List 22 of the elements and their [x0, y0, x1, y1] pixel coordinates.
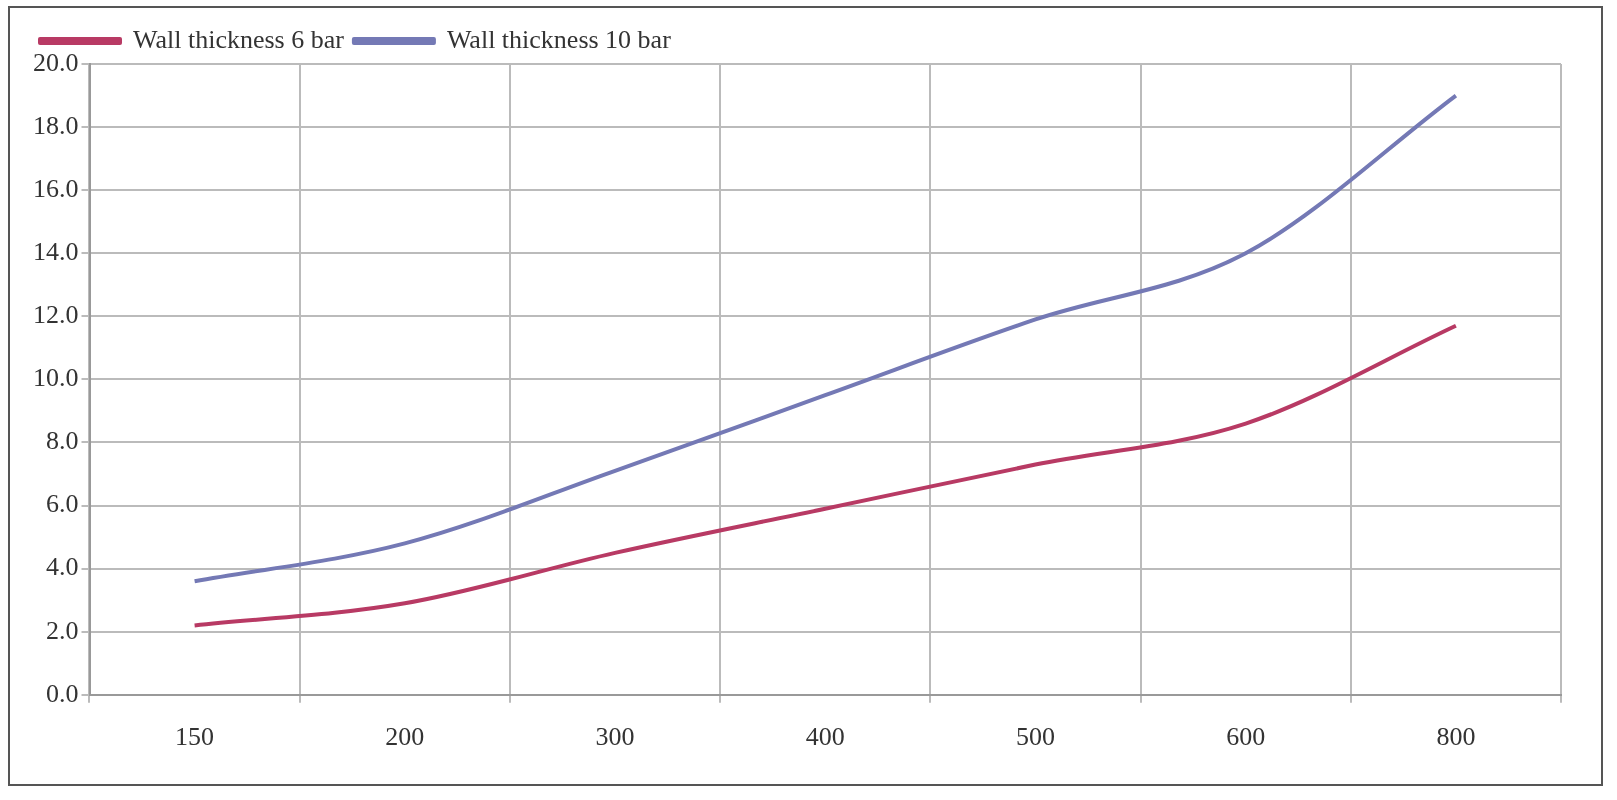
- y-tick-label: 6.0: [46, 489, 79, 519]
- legend-label: Wall thickness 10 bar: [446, 24, 672, 54]
- y-tick-label: 16.0: [33, 173, 79, 203]
- y-tick-label: 20.0: [33, 47, 79, 77]
- x-tick-label: 150: [175, 722, 215, 752]
- y-tick-label: 2.0: [46, 615, 79, 645]
- x-tick-label: 800: [1436, 722, 1476, 752]
- y-tick-label: 14.0: [33, 237, 79, 267]
- x-tick-label: 600: [1226, 722, 1266, 752]
- x-tick-label: 200: [385, 722, 425, 752]
- x-tick-label: 500: [1015, 722, 1055, 752]
- line-series: [192, 323, 1458, 628]
- line-series: [192, 93, 1458, 584]
- x-tick-label: 300: [595, 722, 635, 752]
- y-tick-label: 4.0: [46, 552, 79, 582]
- x-tick-label: 400: [805, 722, 845, 752]
- y-tick-label: 0.0: [46, 678, 79, 708]
- y-tick-label: 18.0: [33, 110, 79, 140]
- legend-label: Wall thickness 6 bar: [133, 24, 345, 54]
- y-tick-label: 12.0: [33, 300, 79, 330]
- y-tick-label: 8.0: [46, 426, 79, 456]
- y-tick-label: 10.0: [33, 363, 79, 393]
